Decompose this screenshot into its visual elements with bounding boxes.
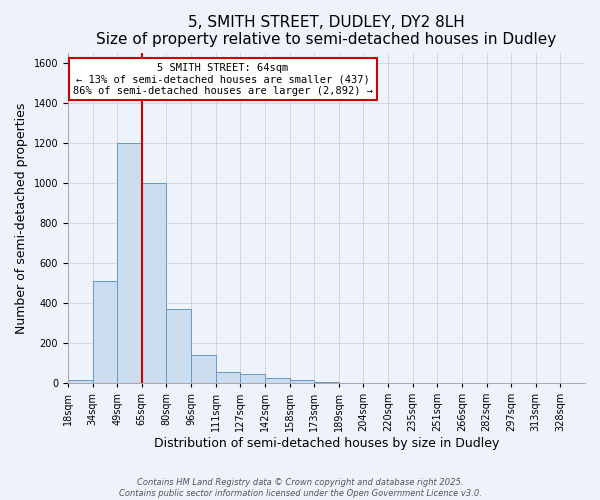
Bar	[191, 355, 215, 383]
Bar	[166, 309, 191, 383]
Bar	[68, 380, 92, 383]
Bar	[142, 183, 166, 383]
Bar	[290, 380, 314, 383]
Y-axis label: Number of semi-detached properties: Number of semi-detached properties	[15, 102, 28, 334]
Text: 5 SMITH STREET: 64sqm
← 13% of semi-detached houses are smaller (437)
86% of sem: 5 SMITH STREET: 64sqm ← 13% of semi-deta…	[73, 62, 373, 96]
Bar	[215, 372, 240, 383]
Bar	[265, 378, 290, 383]
Bar	[314, 382, 339, 383]
X-axis label: Distribution of semi-detached houses by size in Dudley: Distribution of semi-detached houses by …	[154, 437, 499, 450]
Bar	[92, 281, 117, 383]
Title: 5, SMITH STREET, DUDLEY, DY2 8LH
Size of property relative to semi-detached hous: 5, SMITH STREET, DUDLEY, DY2 8LH Size of…	[97, 15, 557, 48]
Bar	[117, 143, 142, 383]
Bar	[240, 374, 265, 383]
Text: Contains HM Land Registry data © Crown copyright and database right 2025.
Contai: Contains HM Land Registry data © Crown c…	[119, 478, 481, 498]
